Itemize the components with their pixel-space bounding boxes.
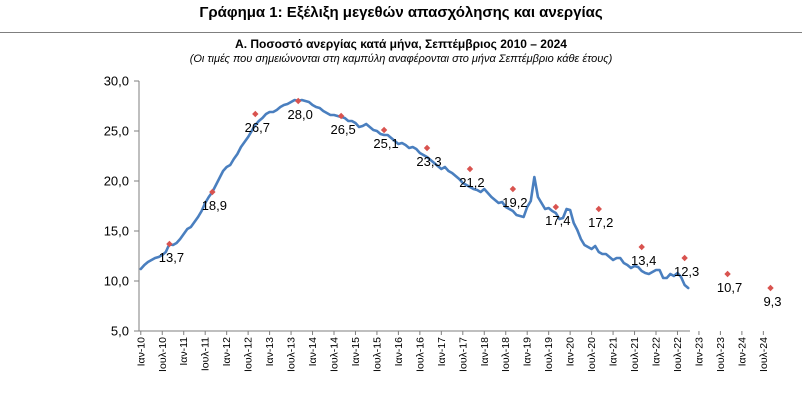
september-marker	[166, 240, 173, 248]
x-tick-label: Ιαν-15	[350, 337, 362, 367]
x-tick-label: Ιαν-14	[307, 337, 319, 367]
y-tick-label: 30,0	[104, 74, 129, 89]
x-tick-label: Ιαν-21	[608, 337, 620, 367]
chart-subtitle: (Οι τιμές που σημειώνονται στη καμπύλη α…	[189, 53, 613, 65]
data-label: 17,4	[545, 213, 570, 228]
x-tick-label: Ιαν-19	[522, 337, 534, 367]
data-label: 28,0	[288, 107, 313, 122]
september-marker	[252, 110, 259, 118]
data-label: 25,1	[373, 136, 398, 151]
x-tick-label: Ιουλ-23	[715, 337, 727, 372]
september-marker	[724, 270, 731, 278]
data-label: 17,2	[588, 215, 613, 230]
x-tick-label: Ιαν-24	[736, 337, 748, 367]
x-tick-label: Ιουλ-15	[371, 337, 383, 372]
september-marker	[337, 112, 345, 120]
data-label: 21,2	[459, 175, 484, 190]
x-tick-label: Ιαν-17	[436, 337, 448, 367]
x-tick-label: Ιαν-23	[693, 337, 705, 367]
x-tick-label: Ιουλ-16	[414, 337, 426, 372]
y-tick-label: 20,0	[104, 174, 129, 189]
data-label: 13,7	[159, 250, 184, 265]
data-label: 26,7	[245, 120, 270, 135]
september-marker	[380, 126, 388, 134]
september-marker	[466, 165, 474, 173]
data-label: 18,9	[202, 198, 227, 213]
x-tick-label: Ιουλ-17	[457, 337, 469, 372]
september-marker	[595, 205, 602, 213]
figure-title: Γράφημα 1: Εξέλιξη μεγεθών απασχόλησης κ…	[199, 4, 603, 21]
y-tick-label: 10,0	[104, 274, 129, 289]
x-tick-label: Ιουλ-13	[286, 337, 298, 372]
x-tick-label: Ιαν-12	[221, 337, 233, 367]
data-label: 19,2	[502, 195, 527, 210]
title-divider	[0, 32, 802, 33]
data-label: 10,7	[717, 280, 742, 295]
x-tick-label: Ιαν-22	[651, 337, 663, 367]
september-marker	[681, 254, 688, 262]
x-tick-label: Ιουλ-11	[200, 337, 212, 371]
x-tick-label: Ιαν-18	[479, 337, 491, 367]
x-tick-label: Ιαν-16	[393, 337, 405, 367]
data-label: 12,3	[674, 264, 699, 279]
september-marker	[423, 144, 431, 152]
x-tick-label: Ιουλ-12	[243, 337, 255, 372]
x-tick-label: Ιουλ-22	[672, 337, 684, 372]
x-tick-label: Ιαν-20	[565, 337, 577, 367]
unemployment-rate-line	[139, 98, 690, 290]
september-marker	[638, 243, 645, 251]
x-tick-label: Ιουλ-18	[500, 337, 512, 372]
data-label: 23,3	[416, 154, 441, 169]
x-tick-label: Ιουλ-20	[586, 337, 598, 372]
data-label: 13,4	[631, 253, 656, 268]
september-marker	[509, 185, 517, 193]
x-tick-label: Ιαν-10	[135, 337, 147, 367]
x-tick-label: Ιουλ-24	[758, 337, 770, 372]
data-label: 26,5	[330, 122, 355, 137]
september-marker	[209, 188, 216, 196]
y-tick-label: 15,0	[104, 224, 129, 239]
data-label: 9,3	[763, 294, 781, 309]
y-tick-label: 5,0	[111, 324, 129, 339]
september-marker	[295, 97, 302, 105]
y-tick-label: 25,0	[104, 124, 129, 139]
chart-title: Α. Ποσοστό ανεργίας κατά μήνα, Σεπτέμβρι…	[235, 37, 567, 51]
september-marker	[767, 284, 774, 292]
x-tick-label: Ιουλ-10	[157, 337, 169, 372]
x-tick-label: Ιαν-13	[264, 337, 276, 367]
september-marker	[552, 203, 560, 211]
x-tick-label: Ιουλ-21	[629, 337, 641, 372]
x-tick-label: Ιουλ-14	[328, 337, 340, 372]
x-tick-label: Ιουλ-19	[543, 337, 555, 372]
x-tick-label: Ιαν-11	[178, 337, 190, 366]
